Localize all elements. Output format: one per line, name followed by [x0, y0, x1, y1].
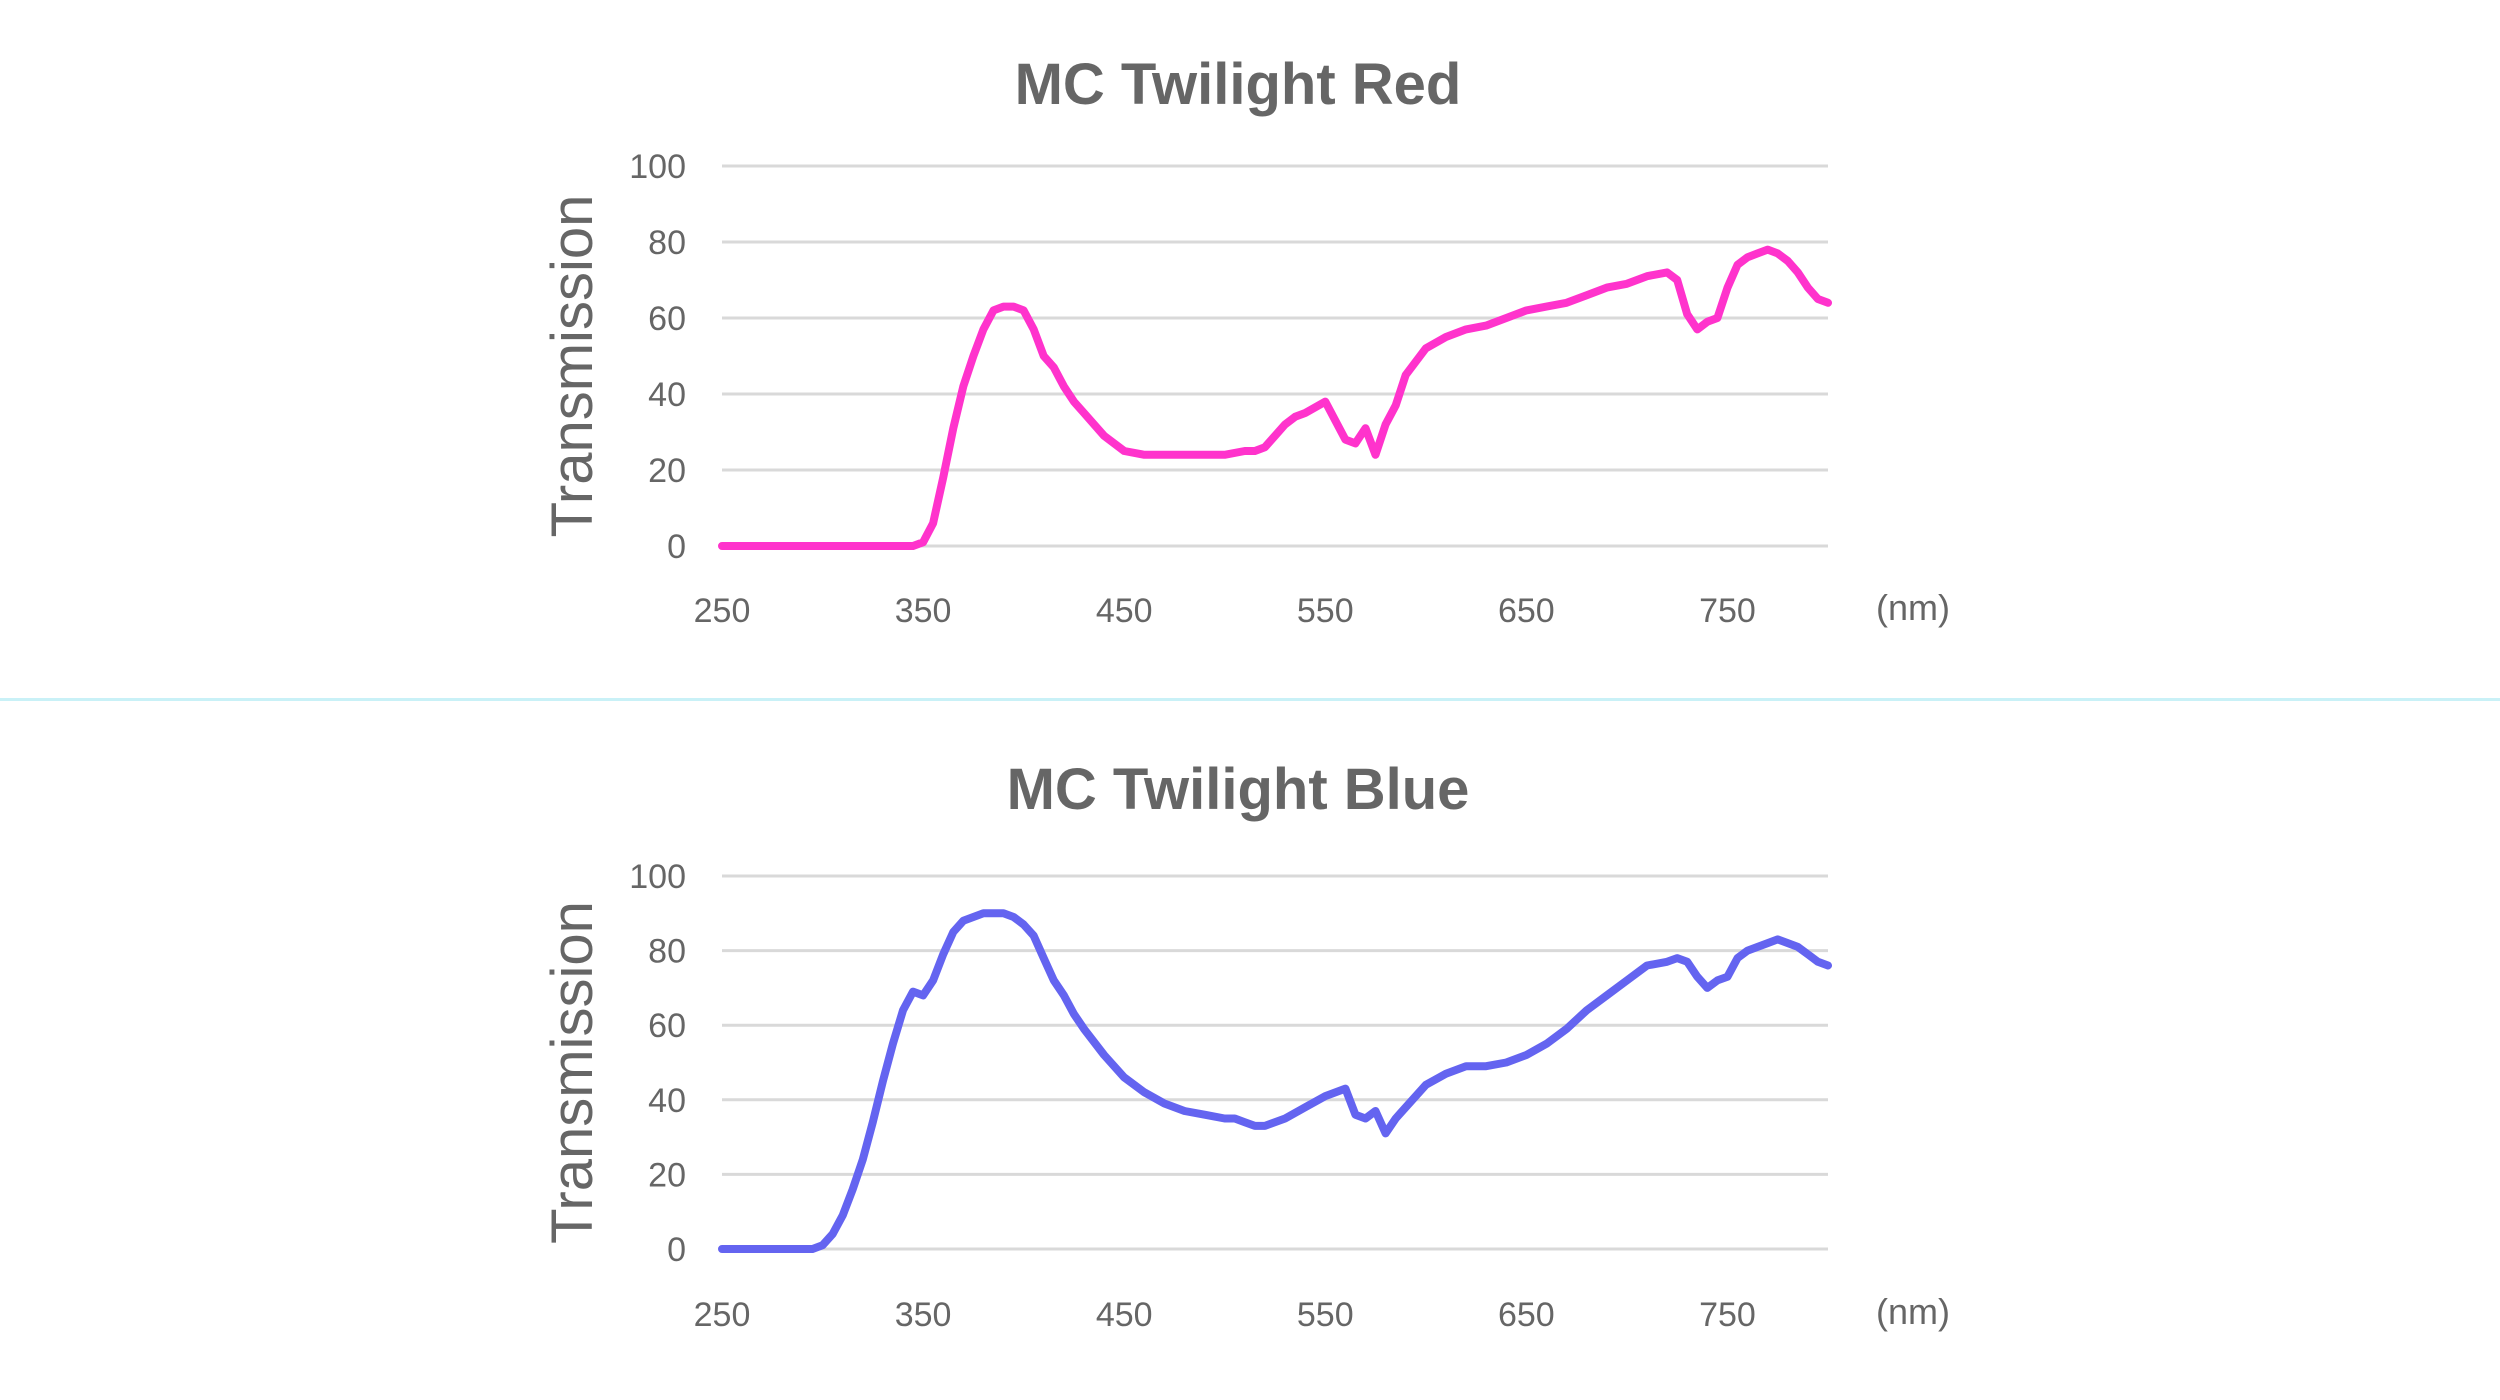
x-tick-label: 750	[1699, 592, 1756, 630]
y-tick-label: 0	[667, 528, 686, 566]
x-tick-label: 550	[1297, 1296, 1354, 1334]
chart-1: MC Twilight Red 0 20 40 60 80 100 250 350 450 550 6…	[540, 52, 1950, 630]
y-tick-label: 40	[648, 1082, 686, 1120]
y-axis-label: Transmission	[540, 901, 605, 1244]
series-line-1	[718, 245, 1832, 550]
x-unit-label: (nm)	[1876, 1291, 1950, 1332]
y-tick-label: 80	[648, 224, 686, 262]
chart-2: MC Twilight Blue 0 20 40 60 80 100 250 350 450 550…	[540, 757, 1950, 1334]
y-tick-label: 20	[648, 1156, 686, 1194]
y-tick-label: 40	[648, 376, 686, 414]
x-tick-label: 450	[1096, 1296, 1153, 1334]
x-tick-label: 450	[1096, 592, 1153, 630]
chart-title: MC Twilight Blue	[1007, 757, 1470, 822]
y-tick-label: 60	[648, 300, 686, 338]
chart-title: MC Twilight Red	[1015, 52, 1462, 117]
y-tick-label: 100	[629, 858, 686, 896]
x-tick-label: 250	[694, 592, 751, 630]
y-tick-label: 60	[648, 1007, 686, 1045]
y-axis-label: Transmission	[540, 195, 605, 538]
x-tick-label: 650	[1498, 592, 1555, 630]
x-tick-label: 650	[1498, 1296, 1555, 1334]
panel-divider	[0, 698, 2500, 701]
x-tick-label: 350	[895, 592, 952, 630]
x-unit-label: (nm)	[1876, 587, 1950, 628]
y-tick-label: 100	[629, 148, 686, 186]
y-tick-label: 20	[648, 452, 686, 490]
series-line-1	[718, 909, 1832, 1253]
y-tick-label: 80	[648, 933, 686, 971]
x-tick-label: 550	[1297, 592, 1354, 630]
x-tick-label: 350	[895, 1296, 952, 1334]
y-tick-label: 0	[667, 1231, 686, 1269]
x-tick-label: 750	[1699, 1296, 1756, 1334]
x-tick-label: 250	[694, 1296, 751, 1334]
